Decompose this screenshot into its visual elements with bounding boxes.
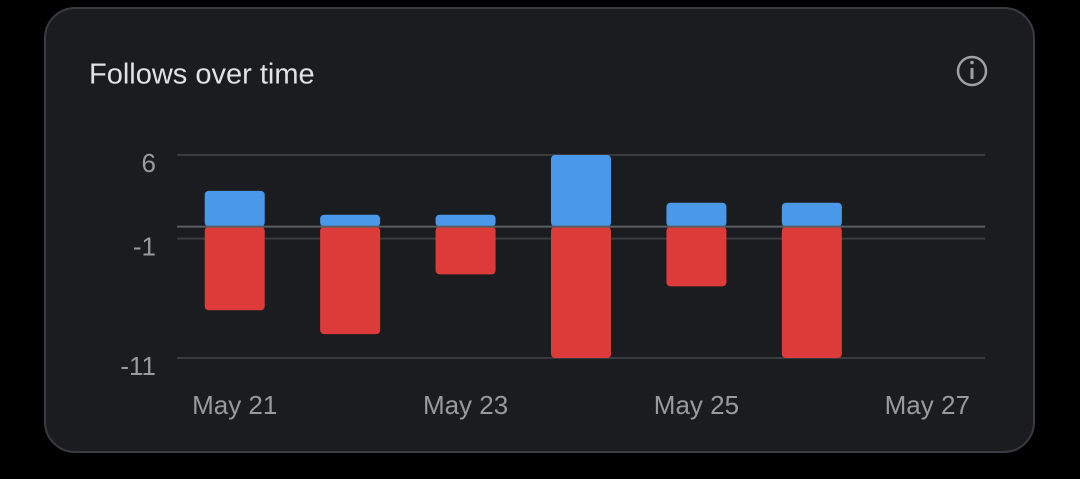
bar [666,202,727,227]
bar [666,226,727,287]
y-tick-label: -11 [120,351,156,381]
bar [551,155,611,227]
bar [551,226,611,358]
x-tick-label: May 21 [192,390,277,420]
y-tick-label: -1 [133,231,156,261]
chart-title: Follows over time [89,59,315,91]
bar [204,226,265,311]
info-button[interactable] [956,55,988,87]
x-tick-label: May 23 [423,390,508,420]
bar [781,202,842,227]
x-tick-label: May 27 [885,390,970,420]
bar [435,214,496,227]
x-tick-label: May 25 [654,390,739,420]
y-tick-label: 6 [142,148,156,178]
bar [204,190,265,227]
bar [435,226,496,275]
info-icon[interactable] [956,55,988,87]
bar [320,214,381,227]
info-icon-dot [970,60,974,65]
bar [781,226,842,358]
bar [320,226,381,335]
